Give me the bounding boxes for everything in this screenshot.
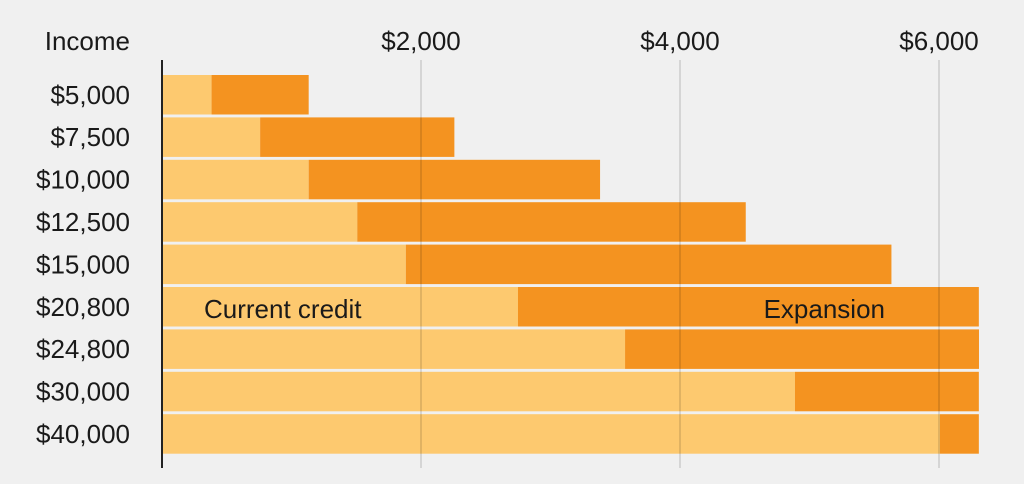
y-tick-label: $7,500 (50, 122, 130, 152)
y-tick-label: $24,800 (36, 334, 130, 364)
x-tick-label: $4,000 (640, 26, 720, 56)
x-tick-labels: $2,000 $4,000 $6,000 (381, 26, 979, 56)
series-label-expansion: Expansion (764, 294, 885, 324)
gridlines (420, 60, 940, 468)
bar-expansion (308, 159, 601, 200)
y-tick-label: $20,800 (36, 292, 130, 322)
y-tick-labels: $5,000 $7,500 $10,000 $12,500 $15,000 $20,800… (36, 80, 130, 449)
y-axis-title: Income (45, 26, 130, 56)
bar-expansion (357, 202, 746, 242)
bar-expansion (794, 371, 979, 412)
x-tick-label: $2,000 (381, 26, 461, 56)
series-label-current-credit: Current credit (204, 294, 362, 324)
bar-current-credit (163, 414, 940, 454)
bars (163, 75, 979, 454)
bar-expansion (405, 244, 892, 285)
bar-expansion (940, 414, 979, 454)
y-tick-label: $30,000 (36, 377, 130, 407)
y-tick-label: $15,000 (36, 249, 130, 279)
y-tick-label: $12,500 (36, 207, 130, 237)
y-tick-label: $5,000 (50, 80, 130, 110)
bar-current-credit (163, 202, 358, 242)
bar-current-credit (163, 287, 518, 327)
bar-expansion (625, 329, 979, 369)
bar-current-credit (163, 159, 309, 200)
bar-current-credit (163, 371, 795, 412)
bar-current-credit (163, 75, 212, 115)
bar-current-credit (163, 117, 261, 157)
y-tick-label: $10,000 (36, 165, 130, 195)
bar-expansion (517, 287, 979, 327)
y-tick-label: $40,000 (36, 419, 130, 449)
bar-expansion (260, 117, 455, 157)
bar-current-credit (163, 329, 626, 369)
bar-expansion (211, 75, 309, 115)
x-tick-label: $6,000 (899, 26, 979, 56)
bar-current-credit (163, 244, 406, 285)
